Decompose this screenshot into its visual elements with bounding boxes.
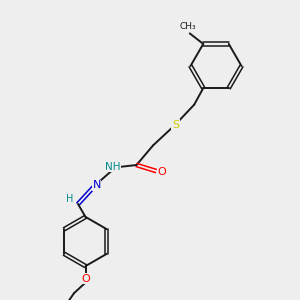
Text: O: O (158, 167, 166, 177)
Text: H: H (66, 194, 73, 204)
Text: S: S (172, 119, 179, 130)
Text: O: O (81, 274, 90, 284)
Text: N: N (92, 180, 101, 190)
Text: CH₃: CH₃ (179, 22, 196, 31)
Text: NH: NH (105, 161, 121, 172)
